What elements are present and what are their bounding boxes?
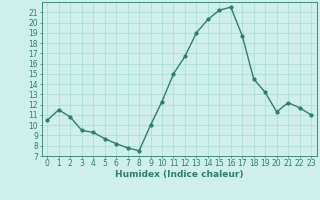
X-axis label: Humidex (Indice chaleur): Humidex (Indice chaleur) [115, 170, 244, 179]
